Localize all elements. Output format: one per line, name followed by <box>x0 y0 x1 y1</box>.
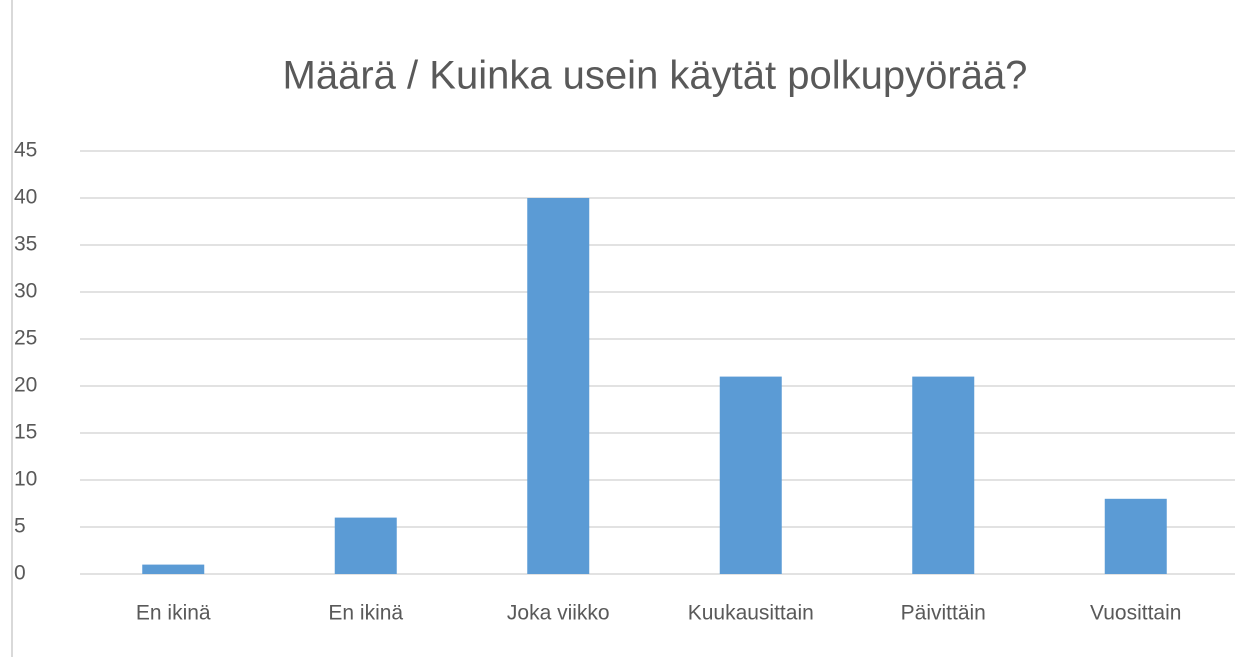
y-tick-label: 20 <box>14 374 37 397</box>
x-tick-label: Vuosittain <box>1090 602 1181 625</box>
y-tick-label: 45 <box>14 139 37 162</box>
bar <box>912 376 975 574</box>
chart-title: Määrä / Kuinka usein käytät polkupyörää? <box>283 54 1028 98</box>
y-tick-label: 10 <box>14 468 37 491</box>
y-tick-label: 15 <box>14 421 37 444</box>
bar <box>142 564 205 574</box>
y-tick-label: 5 <box>14 515 26 538</box>
x-tick-label: En ikinä <box>328 602 403 625</box>
y-tick-label: 30 <box>14 280 37 303</box>
x-tick-label: Päivittäin <box>901 602 986 625</box>
bar <box>334 517 397 574</box>
bar <box>1104 498 1167 574</box>
bar <box>719 376 782 574</box>
y-tick-label: 0 <box>14 562 26 585</box>
y-tick-label: 25 <box>14 327 37 350</box>
x-tick-label: Joka viikko <box>507 602 610 625</box>
x-tick-label: En ikinä <box>136 602 211 625</box>
x-tick-label: Kuukausittain <box>688 602 814 625</box>
y-tick-label: 40 <box>14 186 37 209</box>
y-tick-label: 35 <box>14 233 37 256</box>
bar <box>527 198 590 574</box>
